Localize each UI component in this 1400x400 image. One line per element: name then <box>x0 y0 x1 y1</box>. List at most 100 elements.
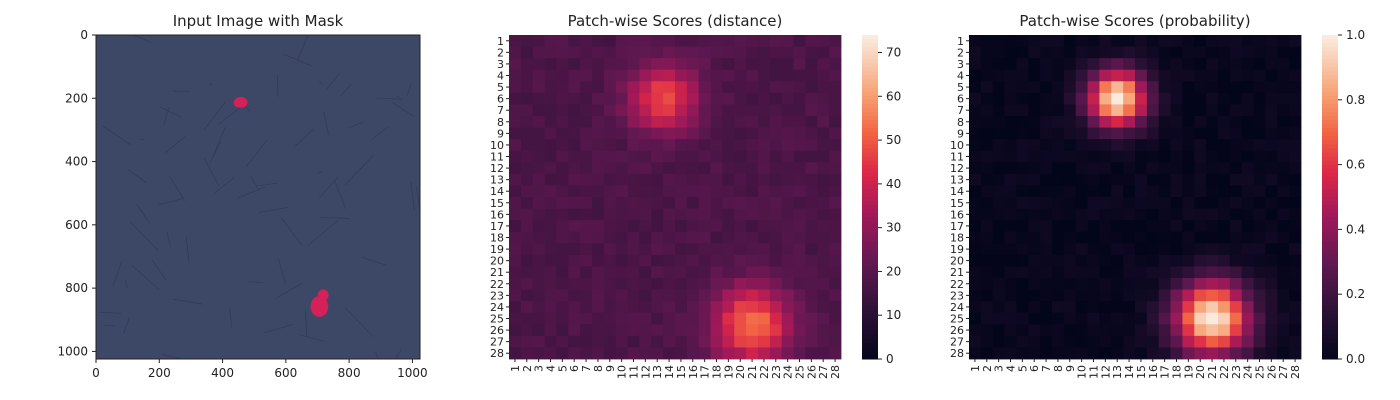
heatmap-cell <box>805 254 818 267</box>
heatmap-cell <box>769 266 783 279</box>
heatmap-cell <box>651 92 664 105</box>
heatmap-cell <box>698 139 711 152</box>
heatmap-cell <box>663 150 676 163</box>
heatmap-cell <box>651 69 664 82</box>
heatmap-cell <box>675 243 688 256</box>
row-tick-label: 11 <box>490 151 504 164</box>
heatmap-cell <box>639 266 652 279</box>
heatmap-cell <box>651 254 664 267</box>
heatmap-cell <box>556 35 569 47</box>
heatmap-cell <box>627 58 640 71</box>
heatmap-cell <box>1158 162 1171 175</box>
col-tick-label: 7 <box>580 365 593 372</box>
heatmap-cell <box>1253 278 1266 290</box>
heatmap-cell <box>556 104 569 117</box>
heatmap-cell <box>769 254 783 267</box>
heatmap-cell <box>758 289 771 302</box>
heatmap-cell <box>1170 220 1183 233</box>
heatmap-cell <box>1146 197 1160 209</box>
heatmap-cell <box>556 162 569 175</box>
heatmap-cell <box>1277 312 1290 325</box>
heatmap-cell <box>568 116 581 128</box>
heatmap-cell <box>509 104 522 117</box>
heatmap-cell <box>817 127 830 140</box>
heatmap-cell <box>1206 220 1219 233</box>
heatmap-cell <box>1265 81 1278 94</box>
heatmap-cell <box>1253 324 1266 337</box>
heatmap-cell <box>734 185 747 198</box>
heatmap-cell <box>1123 150 1136 163</box>
heatmap-cell <box>1206 185 1219 198</box>
colorbar-step <box>862 269 878 275</box>
colorbar-tick-label: 0.2 <box>1346 287 1365 301</box>
heatmap-cell <box>675 139 688 152</box>
row-tick-label: 9 <box>497 127 504 140</box>
heatmap-cell <box>580 220 593 233</box>
heatmap-cell <box>592 324 605 337</box>
heatmap-cell <box>532 324 545 337</box>
heatmap-cell <box>686 35 700 47</box>
colorbar-step <box>1322 148 1338 153</box>
heatmap-cell <box>1182 58 1195 71</box>
heatmap-cell <box>1277 335 1290 348</box>
heatmap-cell <box>509 254 522 267</box>
colorbar-step <box>862 140 878 145</box>
heatmap-cell <box>992 127 1005 140</box>
heatmap-cell <box>1099 69 1112 82</box>
heatmap-cell <box>1158 127 1171 140</box>
texture-crease <box>334 180 347 209</box>
heatmap-cell <box>580 58 593 71</box>
heatmap-cell <box>1229 324 1243 337</box>
colorbar-step <box>862 75 878 81</box>
heatmap-cell <box>580 266 593 279</box>
heatmap-cell <box>520 139 534 152</box>
heatmap-cell <box>639 46 652 59</box>
heatmap-cell <box>580 185 593 198</box>
texture-crease <box>319 81 324 86</box>
heatmap-cell <box>663 266 676 279</box>
heatmap-cell <box>969 335 982 348</box>
heatmap-cell <box>1123 92 1136 105</box>
colorbar-step <box>862 298 878 303</box>
heatmap-cell <box>1218 150 1231 163</box>
colorbar-step <box>862 346 878 352</box>
heatmap-cell <box>675 208 688 221</box>
colorbar-step <box>862 253 878 259</box>
heatmap-cell <box>568 58 581 71</box>
heatmap-cell <box>969 197 982 209</box>
heatmap-cell <box>1040 312 1053 325</box>
heatmap-cell <box>651 231 664 244</box>
heatmap-cell <box>1040 162 1053 175</box>
heatmap-cell <box>746 266 759 279</box>
colorbar-step <box>862 59 878 64</box>
heatmap-cell <box>663 254 676 267</box>
heatmap-cell <box>722 266 735 279</box>
heatmap-cell <box>1063 278 1077 290</box>
heatmap-cell <box>1063 220 1077 233</box>
heatmap-cell <box>615 150 628 163</box>
heatmap-cell <box>556 301 569 314</box>
heatmap-cell <box>556 208 569 221</box>
heatmap-cell <box>1063 208 1077 221</box>
heatmap-cell <box>651 266 664 279</box>
heatmap-cell <box>509 335 522 348</box>
heatmap-cell <box>1253 220 1266 233</box>
heatmap-cell <box>686 150 700 163</box>
heatmap-cell <box>1087 58 1100 71</box>
heatmap-cell <box>1099 208 1112 221</box>
heatmap-cell <box>734 58 747 71</box>
colorbar-step <box>862 213 878 218</box>
heatmap-cell <box>639 243 652 256</box>
heatmap-cell <box>769 173 783 186</box>
heatmap-cell <box>1016 254 1029 267</box>
heatmap-cell <box>675 35 688 47</box>
heatmap-cell <box>651 58 664 71</box>
heatmap-cell <box>1135 197 1148 209</box>
row-tick-label: 21 <box>950 266 964 279</box>
heatmap-cell <box>1111 243 1124 256</box>
heatmap-cell <box>1253 104 1266 117</box>
colorbar-step <box>862 168 878 174</box>
heatmap-cell <box>592 116 605 128</box>
heatmap-cell <box>1194 162 1207 175</box>
heatmap-cell <box>817 335 830 348</box>
